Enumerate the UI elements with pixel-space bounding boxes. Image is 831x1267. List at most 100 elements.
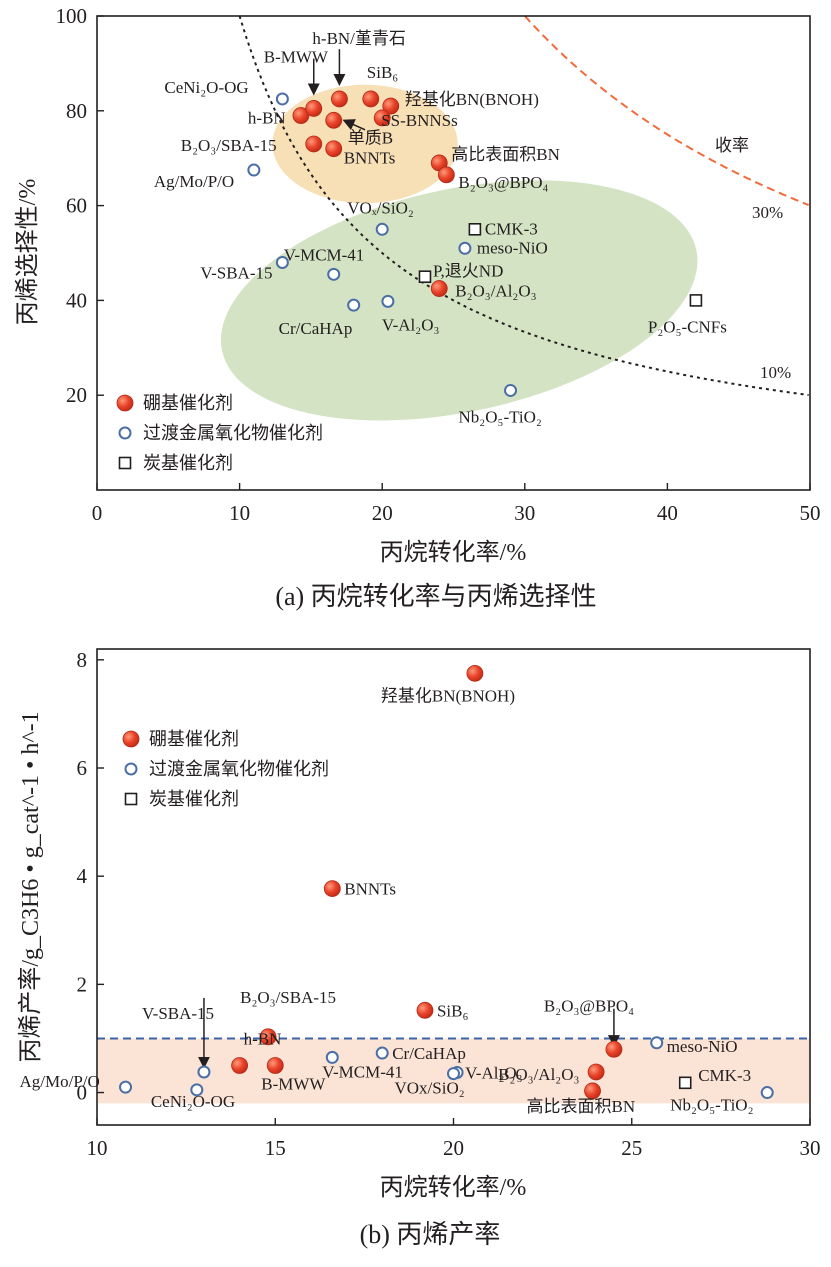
chart-b-label-b-o-bpo: B₂O₃@BPO₄: [544, 996, 634, 1015]
chart-b-label-b-mww: B-MWW: [261, 1075, 326, 1094]
chart-b-xtick-label-15: 15: [265, 1136, 286, 1160]
chart-b-ylabel-text: 丙烯产率/g_C3H6 • g_cat^-1 • h^-1: [17, 711, 44, 1062]
chart-a-label-p-o-cnfs: P₂O₅-CNFs: [648, 317, 727, 336]
chart-b-point-cr-cahap: [375, 1046, 389, 1060]
chart-a-curve-label-yield: 收率: [715, 136, 749, 155]
chart-b-point-sib: [416, 1001, 434, 1019]
chart-a-point-v-al-o: [381, 294, 395, 308]
chart-a-label-vo-sio: VOₓ/SiO₂: [347, 198, 414, 217]
chart-a-label-h-bn-堇青石: h-BN/堇青石: [312, 29, 406, 48]
chart-a-label-v-al-o: V-Al₂O₃: [382, 315, 440, 334]
chart-a-legend-label-boron: 硼基催化剂: [143, 393, 233, 413]
chart-b-legend-label-metal: 过渡金属氧化物催化剂: [149, 759, 329, 779]
chart-a-label-b-o-sba-15: B₂O₃/SBA-15: [181, 136, 277, 155]
chart-a-ytick-label-100: 100: [56, 4, 88, 28]
chart-b-ytick-label-4: 4: [77, 864, 88, 888]
chart-a-xtick-label-30: 30: [514, 501, 535, 525]
chart-b-label-vox-sio: VOx/SiO₂: [395, 1079, 465, 1098]
chart-a-label-bnnts: BNNTs: [344, 149, 396, 168]
chart-b-point-ceni-o-og: [190, 1083, 204, 1097]
chart-b-point-b-o-bpo: [605, 1040, 623, 1058]
chart-b-xtick-label-20: 20: [443, 1136, 464, 1160]
chart-b-label-ceni-o-og: CeNi₂O-OG: [151, 1092, 235, 1111]
chart-a-label-v-mcm-41: V-MCM-41: [284, 245, 365, 264]
chart-a-point-b-o-sba-15: [305, 135, 323, 153]
chart-a-point-cr-cahap: [347, 298, 361, 312]
chart-a-ytick-label-80: 80: [66, 99, 87, 123]
chart-a-xtick-label-20: 20: [372, 501, 393, 525]
metal-oxide-region: [220, 180, 698, 421]
chart-a-label-p-退火nd: P,退火ND: [433, 262, 503, 281]
chart-b-point-ag-mo-p-o: [119, 1080, 133, 1094]
chart-b-point-羟基化bn-bnoh: [466, 664, 484, 682]
chart-b-label-cr-cahap: Cr/CaHAp: [392, 1044, 466, 1063]
chart-b-label-h-bn: h-BN: [244, 1030, 282, 1049]
chart-b-xtick-label-25: 25: [621, 1136, 642, 1160]
chart-b-point-h-bn: [231, 1057, 249, 1074]
chart-a-label-高比表面积bn: 高比表面积BN: [451, 145, 560, 164]
chart-b-point-b-mww: [266, 1057, 284, 1074]
chart-a-point-bnnts: [325, 140, 343, 158]
chart-a-curve-label-10: 10%: [760, 363, 791, 382]
chart-a-label-b-mww: B-MWW: [264, 47, 329, 66]
chart-b-point-v-sba-15: [197, 1065, 211, 1079]
chart-a-point-单质b: [325, 111, 343, 129]
chart-b-label-meso-nio: meso-NiO: [667, 1037, 738, 1056]
chart-a-xtick-label-50: 50: [800, 501, 821, 525]
chart-b-legend-marker-metal: [124, 762, 138, 776]
chart-a-point-h-bn: [292, 107, 310, 124]
chart-a-xtick-label-10: 10: [229, 501, 250, 525]
chart-a-label-b-o-al-o: B₂O₃/Al₂O₃: [455, 282, 536, 301]
chart-b-label-sib: SiB₆: [437, 1001, 469, 1020]
chart-a-points: [247, 90, 703, 397]
chart-a-label-单质b: 单质B: [348, 128, 393, 147]
chart-b-legend-label-carbon: 炭基催化剂: [149, 789, 239, 809]
chart-a-label-meso-nio: meso-NiO: [477, 238, 548, 257]
chart-a-point-p-o-cnfs: [689, 294, 703, 307]
chart-b-point-meso-nio: [650, 1036, 664, 1050]
chart-a-point-vo-sio: [375, 222, 389, 236]
chart-b-legend-marker-boron: [122, 730, 140, 748]
chart-b-points: [119, 664, 774, 1100]
chart-b-label-v-sba-15: V-SBA-15: [142, 1004, 214, 1023]
chart-b-label-b-o-sba-15: B₂O₃/SBA-15: [240, 988, 336, 1007]
chart-b-point-vox-sio: [447, 1067, 460, 1081]
chart-a-label-ss-bnnss: SS-BNNSs: [381, 111, 458, 130]
chart-a-point-sib: [362, 90, 380, 108]
chart-b-label-高比表面积bn: 高比表面积BN: [527, 1097, 636, 1116]
chart-a-label-sib: SiB₆: [367, 63, 399, 82]
chart-a-ytick-label-20: 20: [66, 383, 87, 407]
chart-b-xtick-label-10: 10: [87, 1136, 108, 1160]
chart-a-point-p-退火nd: [418, 270, 432, 284]
chart-a-point-ceni-o-og: [275, 92, 289, 106]
chart-a-label-b-o-bpo: B₂O₃@BPO₄: [458, 173, 548, 192]
chart-b-ytick-label-8: 8: [77, 648, 88, 672]
chart-b-point-nb-o-tio: [760, 1086, 774, 1100]
chart-b-label-b-o-al-o: B₂O₃/Al₂O₃: [498, 1065, 579, 1084]
chart-b-label-v-al-o: V-Al₂O₃: [465, 1064, 523, 1083]
chart-b-point-b-o-al-o: [587, 1063, 605, 1081]
chart-a-ytick-label-60: 60: [66, 194, 87, 218]
chart-a-point-ss-bnnss: [373, 109, 391, 127]
chart-b-label-cmk-3: CMK-3: [698, 1066, 751, 1085]
chart-b-ytick-label-6: 6: [77, 756, 88, 780]
chart-a-ylabel: 丙烯选择性/%: [14, 179, 41, 326]
chart-a-legend-marker-boron: [116, 394, 134, 412]
chart-b-xlabel: 丙烷转化率/%: [380, 1174, 527, 1201]
chart-a-point-b-o-bpo: [437, 166, 455, 184]
chart-b-point-v-mcm-41: [325, 1050, 339, 1064]
chart-b-point-cmk-3: [678, 1076, 692, 1090]
chart-a-plot-frame: [96, 15, 811, 491]
chart-b-legend-marker-carbon: [124, 792, 138, 806]
chart-a-point-h-bn-堇青石: [331, 90, 348, 108]
chart-b-point-labels: 羟基化BN(BNOH) BNNTs SiB₆ B₂O₃/SBA-15 B₂O₃@BPO₄…: [20, 686, 754, 1116]
chart-a-point-meso-nio: [458, 241, 472, 255]
chart-b-point-b-o-sba-15: [259, 1028, 277, 1046]
chart-a-point-ag-mo-p-o: [247, 163, 261, 177]
chart-a-label-h-bn: h-BN: [248, 109, 286, 128]
chart-b-legend-label-boron: 硼基催化剂: [149, 729, 239, 749]
chart-b-label-v-mcm-41: V-MCM-41: [322, 1062, 403, 1081]
